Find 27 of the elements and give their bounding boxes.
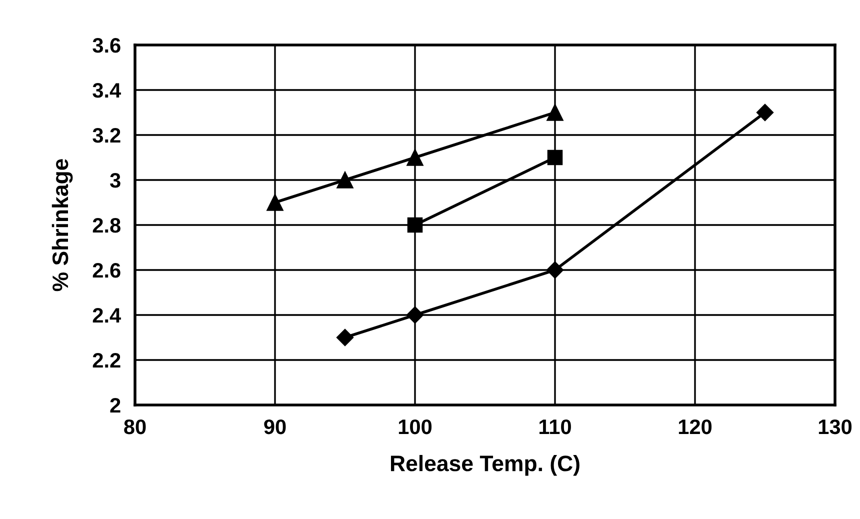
x-tick-label: 100 [398, 419, 432, 434]
y-tick-label: 3.6 [92, 38, 120, 53]
x-axis-title: Release Temp. (C) [390, 454, 580, 476]
y-tick-label: 2.4 [92, 308, 121, 323]
point [546, 104, 564, 121]
x-tick-label: 80 [124, 419, 146, 434]
y-tick-label: 3.2 [92, 128, 120, 143]
y-tick-label: 3.4 [92, 83, 121, 98]
point [336, 328, 354, 346]
x-tick-label: 110 [540, 419, 571, 434]
point [546, 261, 564, 279]
point [407, 217, 423, 233]
y-axis-title: % Shrinkage [52, 159, 73, 292]
point [336, 172, 354, 188]
y-tick-label: 2 [110, 398, 120, 413]
y-tick-label: 2.6 [92, 263, 120, 278]
point [266, 194, 284, 211]
point [756, 104, 774, 122]
y-tick-label: 2.2 [92, 353, 120, 368]
y-tick-label: 2.8 [92, 218, 120, 233]
point [547, 150, 563, 166]
y-tick-label: 3 [110, 173, 120, 188]
x-tick-label: 130 [818, 419, 852, 434]
x-tick-label: 120 [678, 419, 712, 434]
x-tick-label: 90 [264, 419, 286, 434]
point [406, 306, 424, 324]
point [406, 149, 424, 166]
